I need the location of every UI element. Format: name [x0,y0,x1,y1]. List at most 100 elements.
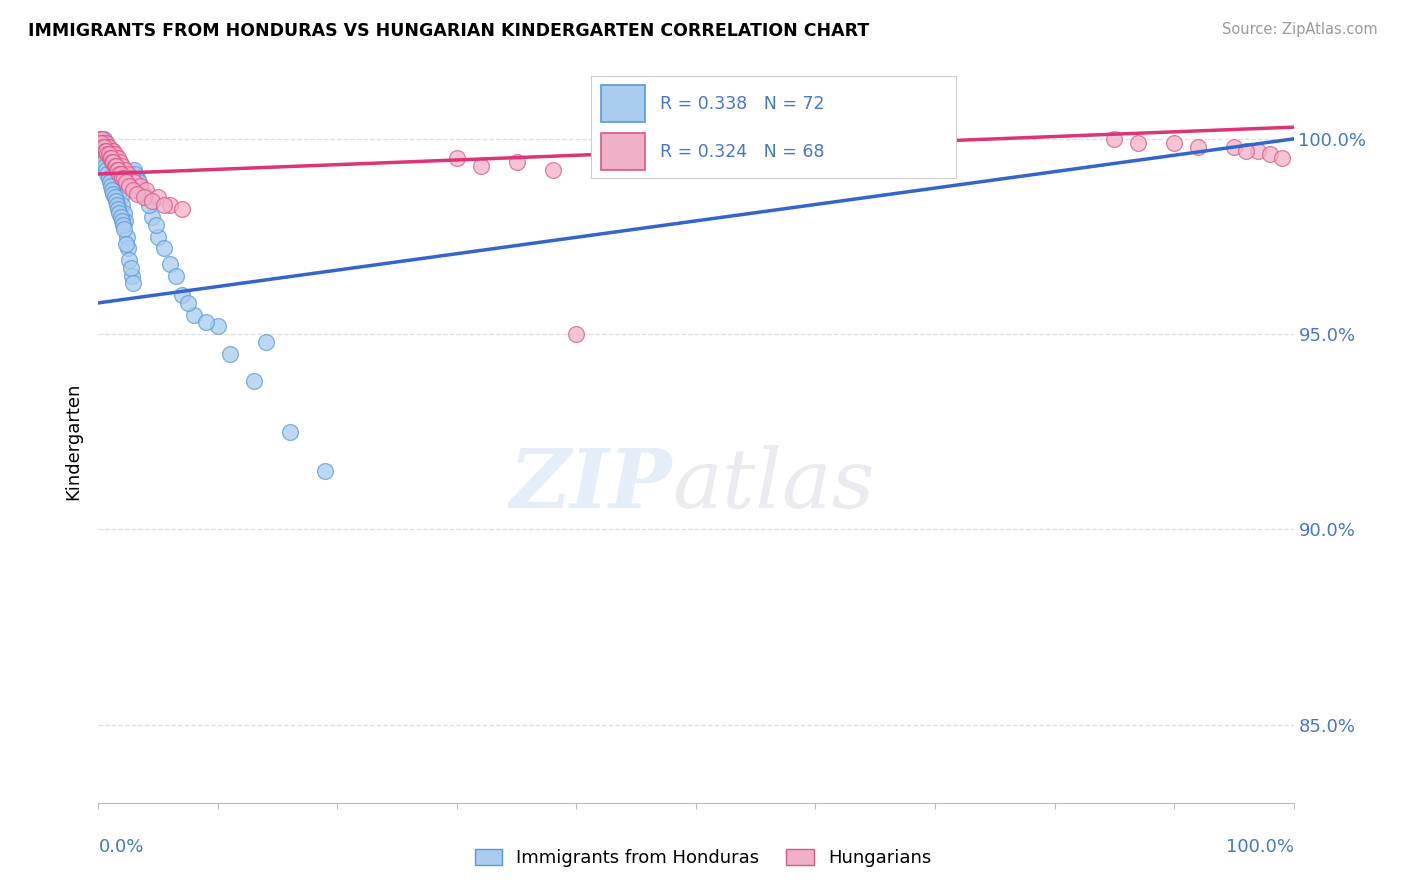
Point [96,163,118,178]
Point [91,136,114,150]
Point [97,144,120,158]
Point [120,260,142,275]
Point [93,139,115,153]
Point [93,155,115,169]
Point [90,132,112,146]
Point [183,308,205,322]
Point [98,147,121,161]
Point [110,167,132,181]
Point [90,136,112,150]
Point [101,183,124,197]
Point [94,159,117,173]
Point [104,159,127,173]
Point [1223,139,1246,153]
Point [91,139,114,153]
Point [89,132,111,146]
Point [111,198,134,212]
Point [103,159,125,173]
Point [100,144,122,158]
Point [135,183,157,197]
Point [103,190,125,204]
Point [107,178,129,193]
Bar [602,133,645,170]
Bar [602,85,645,122]
Text: 0.0%: 0.0% [98,838,143,856]
Legend: Immigrants from Honduras, Hungarians: Immigrants from Honduras, Hungarians [468,841,938,874]
Point [207,319,229,334]
Point [1128,136,1150,150]
Point [1258,147,1281,161]
Point [135,190,157,204]
Point [243,374,266,388]
Point [118,178,141,193]
Point [111,170,134,185]
Point [132,186,155,201]
Point [132,190,155,204]
Point [101,144,124,158]
Point [105,198,128,212]
Point [129,178,152,193]
Point [91,152,114,166]
Text: Source: ZipAtlas.com: Source: ZipAtlas.com [1222,22,1378,37]
Point [93,132,115,146]
Point [125,186,148,201]
Point [105,163,128,178]
Point [101,159,124,173]
Point [103,186,125,201]
Point [108,183,131,197]
Text: 100.0%: 100.0% [1226,838,1294,856]
Point [446,152,468,166]
Point [98,144,122,158]
Y-axis label: Kindergarten: Kindergarten [65,383,83,500]
Point [90,147,112,161]
Point [114,163,136,178]
Point [105,170,128,185]
Point [96,139,118,153]
Point [506,155,529,169]
Point [104,194,127,209]
Point [89,136,111,150]
Point [124,175,146,189]
Point [148,229,170,244]
Point [103,163,125,178]
Point [145,218,167,232]
Point [565,327,588,342]
Text: IMMIGRANTS FROM HONDURAS VS HUNGARIAN KINDERGARTEN CORRELATION CHART: IMMIGRANTS FROM HONDURAS VS HUNGARIAN KI… [28,22,869,40]
Point [104,147,127,161]
Point [108,206,131,220]
Point [1247,144,1270,158]
Point [90,139,112,153]
Point [118,252,141,267]
Point [97,170,120,185]
Point [104,167,127,181]
Point [112,206,135,220]
Text: R = 0.338   N = 72: R = 0.338 N = 72 [659,95,824,112]
Point [94,136,117,150]
Point [93,136,115,150]
Point [112,170,135,185]
Point [97,139,120,153]
Point [177,296,200,310]
Text: R = 0.324   N = 68: R = 0.324 N = 68 [659,143,824,161]
Point [101,155,124,169]
Point [115,229,138,244]
Point [98,152,121,166]
Point [96,139,118,153]
Point [153,198,176,212]
Point [110,190,132,204]
Point [91,132,114,146]
Point [128,175,150,189]
Point [172,288,194,302]
Point [91,136,114,150]
Point [141,194,163,209]
Point [103,147,125,161]
Point [94,136,117,150]
Point [107,152,129,166]
Point [1234,144,1257,158]
Point [122,277,145,291]
Point [111,218,134,232]
Point [141,210,163,224]
Point [315,464,337,478]
Point [97,147,120,161]
Point [165,268,187,283]
